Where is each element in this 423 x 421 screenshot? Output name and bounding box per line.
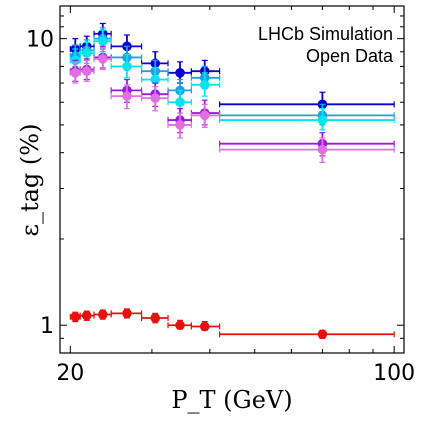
data-point bbox=[175, 68, 185, 78]
data-point bbox=[81, 66, 92, 76]
data-point bbox=[175, 320, 185, 331]
data-point bbox=[150, 74, 161, 85]
data-point bbox=[199, 110, 210, 121]
data-point bbox=[70, 312, 81, 322]
data-point bbox=[199, 321, 210, 332]
data-point bbox=[317, 329, 328, 340]
series-4 bbox=[69, 47, 395, 163]
y-tick-label: 1 bbox=[40, 314, 54, 339]
x-axis-label: P_T (GeV) bbox=[171, 386, 292, 414]
series-2 bbox=[69, 29, 395, 131]
data-point bbox=[122, 61, 132, 72]
x-tick-label: 20 bbox=[56, 361, 84, 386]
data-point bbox=[175, 97, 185, 108]
data-point bbox=[150, 313, 161, 323]
data-point bbox=[97, 36, 108, 46]
axis-ticks: 20 100 1 10 bbox=[26, 6, 415, 386]
data-marks bbox=[69, 22, 395, 340]
data-point bbox=[317, 115, 328, 125]
y-axis-label: ε_tag (%) bbox=[16, 124, 44, 237]
series-5 bbox=[69, 308, 395, 340]
data-point bbox=[81, 48, 92, 58]
data-point bbox=[199, 80, 210, 90]
data-point bbox=[175, 120, 185, 130]
x-tick-label: 100 bbox=[373, 361, 415, 386]
data-point bbox=[97, 54, 108, 64]
data-point bbox=[122, 91, 132, 101]
data-point bbox=[81, 310, 92, 321]
data-point bbox=[122, 308, 132, 319]
annotation-line-2: Open Data bbox=[306, 46, 394, 66]
data-point bbox=[97, 309, 108, 320]
data-point bbox=[317, 144, 328, 155]
y-tick-label: 10 bbox=[26, 28, 54, 53]
data-point bbox=[150, 93, 161, 103]
plot-frame bbox=[59, 5, 405, 354]
data-point bbox=[70, 68, 81, 78]
annotation-line-1: LHCb Simulation bbox=[258, 24, 393, 44]
